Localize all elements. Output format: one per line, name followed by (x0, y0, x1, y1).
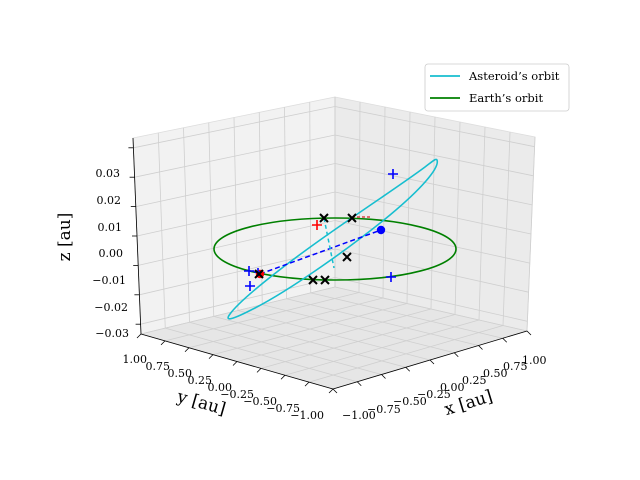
grid-line (308, 325, 504, 383)
black-x-marker (254, 269, 264, 279)
grid-line (284, 319, 480, 376)
z-tick-label: −0.01 (92, 274, 126, 287)
legend-box (424, 63, 570, 112)
z-tick-label: 0.02 (97, 194, 122, 207)
grid-line (286, 298, 479, 346)
x-tick-label: −1.00 (342, 409, 376, 422)
y-tick-label: 1.00 (123, 353, 148, 366)
black-x-marker (319, 213, 329, 223)
legend-label-asteroid: Asteroid’s orbit (468, 69, 560, 83)
tick-mark (160, 340, 166, 346)
y-tick-label: −1.00 (290, 409, 324, 422)
black-x-marker (342, 252, 352, 262)
tick-mark (453, 352, 459, 358)
y-tick-label: 0.25 (188, 374, 213, 387)
red-plus-marker (312, 220, 322, 230)
tick-mark (526, 330, 532, 336)
grid-line (334, 134, 534, 177)
tick-mark (429, 359, 435, 365)
x-tick-label: −0.50 (393, 395, 427, 408)
grid-lines (132, 97, 536, 390)
x-tick-label: −0.75 (367, 403, 401, 416)
tick-mark (478, 345, 483, 350)
blue-dashed-line (259, 229, 382, 275)
x-tick-label: 0.00 (440, 381, 465, 394)
grid-line (262, 304, 455, 354)
tick-mark (184, 347, 190, 353)
grid-line (334, 277, 528, 322)
x-tick-label: 1.00 (522, 354, 547, 367)
z-tick-label: −0.02 (94, 301, 128, 314)
tick-mark (280, 374, 286, 380)
blue-plus-markers (244, 169, 398, 291)
z-tick-label: −0.03 (95, 327, 129, 340)
tick-mark (304, 381, 310, 387)
grid-line (133, 106, 336, 149)
black-x-marker (320, 275, 330, 285)
z-tick-label: 0.00 (99, 247, 124, 260)
z-tick-label: 0.03 (96, 167, 121, 180)
grid-line (334, 248, 529, 293)
grid-line (310, 292, 503, 339)
tick-marks (128, 147, 532, 394)
blue-plus-marker (245, 281, 255, 291)
tick-mark (405, 366, 411, 372)
tick-mark (502, 337, 508, 343)
y-tick-label: 0.75 (146, 360, 171, 373)
legend: Asteroid’s orbit Earth’s orbit (424, 63, 570, 112)
earth-orbit-line (213, 217, 457, 281)
asteroid-orbit-line (227, 158, 438, 320)
y-tick-label: 0.00 (208, 381, 233, 394)
black-x-marker (347, 213, 357, 223)
x-tick-label: 0.75 (503, 360, 528, 373)
y-tick-label: 0.50 (168, 367, 193, 380)
cyan-dashed-segment (323, 217, 335, 269)
grid-line (334, 191, 532, 235)
grid-line (237, 310, 431, 361)
y-tick-labels: 1.00 0.75 0.50 0.25 0.00 −0.25 −0.50 −0.… (123, 353, 325, 422)
grid-line (334, 286, 528, 332)
y-tick-label: −0.75 (266, 402, 300, 415)
grid-line (260, 314, 456, 369)
grid-line (140, 277, 336, 325)
grid-line (136, 191, 336, 237)
blue-point (376, 225, 386, 235)
black-x-marker (308, 275, 318, 285)
y-tick-label: −0.50 (243, 395, 277, 408)
z-tick-label: 0.01 (98, 221, 123, 234)
tick-mark (332, 388, 338, 394)
black-x-markers (254, 213, 357, 285)
grid-line (135, 163, 336, 207)
x-tick-label: 0.25 (462, 374, 487, 387)
tick-mark (256, 368, 262, 373)
z-tick-labels: 0.03 0.02 0.01 0.00 −0.01 −0.02 −0.03 (92, 167, 129, 340)
tick-mark (232, 361, 238, 366)
grid-line (334, 106, 535, 148)
z-axis-label: z [au] (55, 213, 75, 262)
grid-line (334, 220, 530, 264)
x-tick-label: −0.25 (417, 388, 451, 401)
y-tick-label: −0.25 (220, 388, 254, 401)
grid-line (134, 134, 336, 178)
tick-mark (208, 354, 214, 359)
blue-plus-marker (244, 266, 254, 276)
blue-plus-marker (386, 272, 396, 282)
blue-plus-marker (388, 169, 398, 179)
x-tick-label: 0.50 (483, 367, 508, 380)
grid-line (138, 220, 336, 266)
tick-mark (381, 374, 386, 379)
legend-label-earth: Earth’s orbit (469, 91, 543, 105)
x-tick-labels: −1.00 −0.75 −0.50 −0.25 0.00 0.25 0.50 0… (342, 354, 547, 422)
grid-line (139, 248, 336, 296)
grid-line (334, 163, 533, 206)
tick-mark (328, 388, 334, 394)
tick-mark (356, 381, 362, 387)
tick-mark (136, 333, 142, 339)
